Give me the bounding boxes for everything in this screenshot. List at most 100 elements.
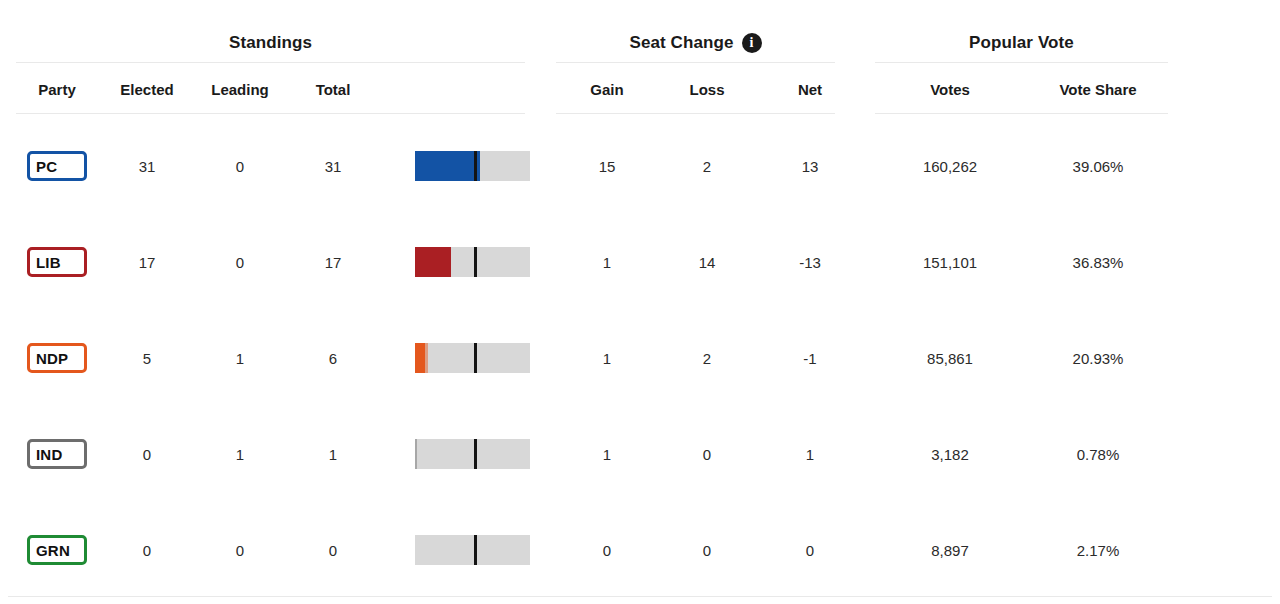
votes-value: 3,182 (890, 446, 1010, 463)
party-badge: LIB (27, 247, 87, 277)
votes-value: 85,861 (890, 350, 1010, 367)
total-value: 1 (286, 446, 380, 463)
party-cell: IND (24, 439, 90, 469)
leading-value: 0 (193, 254, 287, 271)
divider (875, 62, 1168, 63)
column-header-elected: Elected (100, 80, 194, 100)
gain-value: 1 (560, 446, 654, 463)
total-value: 0 (286, 542, 380, 559)
party-cell: LIB (24, 247, 90, 277)
seat-bar-cell (415, 439, 530, 469)
gain-value: 0 (560, 542, 654, 559)
column-header-loss: Loss (660, 80, 754, 100)
seat-bar (415, 343, 530, 373)
loss-value: 0 (660, 542, 754, 559)
majority-line (474, 151, 477, 181)
results-rows: PC 31 0 31 15 2 13 160,262 39.06% LIB 17… (0, 118, 1280, 598)
net-value: 1 (763, 446, 857, 463)
column-header-vote-share: Vote Share (1028, 80, 1168, 100)
elected-value: 0 (100, 446, 194, 463)
seat-bar-fill (415, 247, 451, 277)
seat-bar (415, 247, 530, 277)
net-value: 0 (763, 542, 857, 559)
party-badge: NDP (27, 343, 87, 373)
divider (875, 113, 1168, 114)
divider (16, 113, 525, 114)
table-row: IND 0 1 1 1 0 1 3,182 0.78% (0, 406, 1280, 502)
popular-vote-section-title: Popular Vote (875, 31, 1168, 55)
table-row: PC 31 0 31 15 2 13 160,262 39.06% (0, 118, 1280, 214)
column-header-leading: Leading (193, 80, 287, 100)
votes-value: 160,262 (890, 158, 1010, 175)
seat-bar-fill (415, 151, 480, 181)
majority-line (474, 535, 477, 565)
net-value: -13 (763, 254, 857, 271)
column-header-net: Net (763, 80, 857, 100)
leading-value: 0 (193, 542, 287, 559)
seat-bar (415, 439, 530, 469)
loss-value: 0 (660, 446, 754, 463)
divider (556, 113, 835, 114)
party-cell: GRN (24, 535, 90, 565)
seat-bar-cell (415, 247, 530, 277)
seat-bar (415, 535, 530, 565)
gain-value: 15 (560, 158, 654, 175)
gain-value: 1 (560, 254, 654, 271)
party-abbreviation: PC (36, 158, 57, 175)
column-header-total: Total (286, 80, 380, 100)
vote-share-value: 2.17% (1028, 542, 1168, 559)
seat-bar-leading (415, 439, 417, 469)
table-row: LIB 17 0 17 1 14 -13 151,101 36.83% (0, 214, 1280, 310)
vote-share-value: 36.83% (1028, 254, 1168, 271)
total-value: 6 (286, 350, 380, 367)
majority-line (474, 247, 477, 277)
votes-value: 151,101 (890, 254, 1010, 271)
party-cell: PC (24, 151, 90, 181)
party-abbreviation: IND (36, 446, 62, 463)
total-value: 17 (286, 254, 380, 271)
party-badge: PC (27, 151, 87, 181)
party-abbreviation: NDP (36, 350, 68, 367)
party-abbreviation: GRN (36, 542, 70, 559)
seat-change-title-text: Seat Change (629, 33, 733, 53)
leading-value: 0 (193, 158, 287, 175)
loss-value: 2 (660, 158, 754, 175)
bottom-divider (8, 596, 1272, 597)
seat-change-section-title: Seat Change i (556, 31, 835, 55)
net-value: 13 (763, 158, 857, 175)
votes-value: 8,897 (890, 542, 1010, 559)
vote-share-value: 20.93% (1028, 350, 1168, 367)
net-value: -1 (763, 350, 857, 367)
info-icon[interactable]: i (742, 33, 762, 53)
standings-section-title: Standings (16, 31, 525, 55)
seat-bar (415, 151, 530, 181)
seat-bar-cell (415, 343, 530, 373)
column-header-party: Party (24, 80, 90, 100)
elected-value: 31 (100, 158, 194, 175)
majority-line (474, 343, 477, 373)
table-row: GRN 0 0 0 0 0 0 8,897 2.17% (0, 502, 1280, 598)
vote-share-value: 39.06% (1028, 158, 1168, 175)
seat-bar-leading (425, 343, 427, 373)
table-row: NDP 5 1 6 1 2 -1 85,861 20.93% (0, 310, 1280, 406)
gain-value: 1 (560, 350, 654, 367)
seat-bar-cell (415, 151, 530, 181)
standings-title-text: Standings (229, 33, 312, 53)
party-badge: GRN (27, 535, 87, 565)
election-results-widget: Standings Seat Change i Popular Vote Par… (0, 0, 1280, 604)
column-header-votes: Votes (890, 80, 1010, 100)
total-value: 31 (286, 158, 380, 175)
divider (556, 62, 835, 63)
elected-value: 5 (100, 350, 194, 367)
popular-vote-title-text: Popular Vote (969, 33, 1074, 53)
loss-value: 2 (660, 350, 754, 367)
elected-value: 0 (100, 542, 194, 559)
party-cell: NDP (24, 343, 90, 373)
majority-line (474, 439, 477, 469)
divider (16, 62, 525, 63)
seat-bar-cell (415, 535, 530, 565)
leading-value: 1 (193, 446, 287, 463)
party-badge: IND (27, 439, 87, 469)
vote-share-value: 0.78% (1028, 446, 1168, 463)
party-abbreviation: LIB (36, 254, 61, 271)
